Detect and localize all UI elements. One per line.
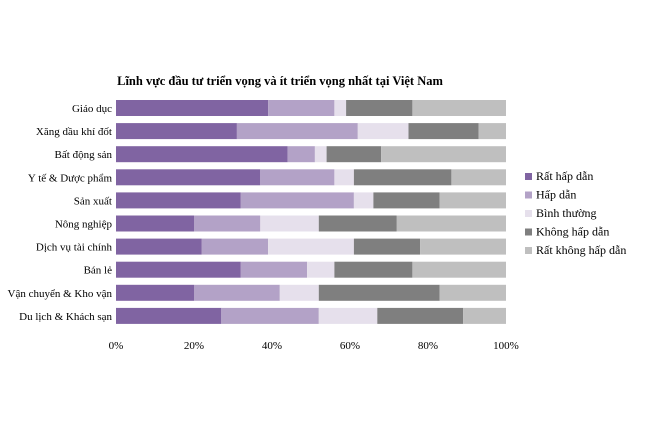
bar-segment xyxy=(346,100,413,116)
bar-segment xyxy=(279,284,319,301)
bar-segment xyxy=(116,146,288,163)
bar-segment xyxy=(334,261,413,278)
x-tick-label: 40% xyxy=(262,340,282,352)
category-label: Y tế & Dược phẩm xyxy=(28,172,113,184)
bar-segment xyxy=(287,146,315,163)
bar-segment xyxy=(194,284,280,301)
bar-segment xyxy=(353,192,374,209)
category-label: Sản xuất xyxy=(74,195,112,207)
legend-label: Bình thường xyxy=(536,206,597,220)
bar-segment xyxy=(116,215,194,232)
bar-segment xyxy=(116,123,237,140)
x-tick-label: 20% xyxy=(184,340,204,352)
legend-swatch xyxy=(525,210,532,217)
bar-segment xyxy=(408,123,479,140)
bar-segment xyxy=(116,100,269,116)
category-label: Vận chuyển & Kho vận xyxy=(8,288,113,300)
bar-segment xyxy=(463,307,506,324)
bar-segment xyxy=(116,284,194,301)
bar-segment xyxy=(357,123,409,140)
bar-segment xyxy=(314,146,327,163)
bar-segment xyxy=(439,284,506,301)
bar-segment xyxy=(201,238,269,255)
bar-segment xyxy=(116,238,202,255)
category-label: Du lịch & Khách sạn xyxy=(19,311,112,323)
legend-swatch xyxy=(525,191,532,199)
bar-segment xyxy=(116,169,261,186)
category-label: Giáo dục xyxy=(72,103,112,115)
legend-swatch xyxy=(525,228,532,236)
legend-swatch xyxy=(525,247,532,254)
category-label: Dịch vụ tài chính xyxy=(36,242,113,254)
legend-swatch xyxy=(525,173,532,180)
category-label: Nông nghiệp xyxy=(55,219,113,231)
bar-segment xyxy=(307,261,335,278)
bar-segment xyxy=(377,307,464,324)
category-label: Bất động sản xyxy=(55,149,113,161)
bar-segment xyxy=(194,215,261,232)
bar-segment xyxy=(412,100,506,116)
chart-title: Lĩnh vực đầu tư triển vọng và ít triển v… xyxy=(117,74,443,88)
bar-segment xyxy=(451,169,506,186)
bar-segment xyxy=(260,215,319,232)
bar-segment xyxy=(240,192,354,209)
bar-segment xyxy=(334,169,354,186)
bar-segment xyxy=(318,215,397,232)
legend-label: Hấp dẫn xyxy=(536,188,576,202)
category-label: Bán lẻ xyxy=(84,265,113,277)
bar-segment xyxy=(116,307,222,324)
legend-label: Rất không hấp dẫn xyxy=(536,243,626,257)
bar-segment xyxy=(318,307,378,324)
x-tick-label: 60% xyxy=(340,340,360,352)
x-tick-label: 0% xyxy=(109,340,124,352)
bar-segment xyxy=(478,123,506,140)
x-tick-label: 100% xyxy=(493,340,519,352)
bar-segment xyxy=(116,192,241,209)
bar-segment xyxy=(412,261,506,278)
bar-segment xyxy=(260,169,335,186)
bar-segment xyxy=(381,146,506,163)
bar-segment xyxy=(353,169,452,186)
bar-segment xyxy=(221,307,319,324)
bar-segment xyxy=(334,100,347,116)
bar-segment xyxy=(439,192,506,209)
bar-segment xyxy=(326,146,382,163)
bar-segment xyxy=(236,123,358,140)
bar-segment xyxy=(318,284,440,301)
legend-label: Không hấp dẫn xyxy=(536,225,609,239)
plot-area: Giáo dục Xăng dầu khí đốt Bất động sản Y tế… xyxy=(8,100,519,352)
category-label: Xăng dầu khí đốt xyxy=(36,126,112,138)
bar-segment xyxy=(420,238,506,255)
legend-label: Rất hấp dẫn xyxy=(536,169,593,183)
bar-segment xyxy=(268,238,354,255)
bar-segment xyxy=(240,261,308,278)
legend: Rất hấp dẫn Hấp dẫn Bình thường Không hấp d… xyxy=(525,169,626,257)
bar-segment xyxy=(353,238,421,255)
bar-segment xyxy=(268,100,335,116)
x-tick-label: 80% xyxy=(418,340,438,352)
bar-segment xyxy=(373,192,440,209)
bar-segment xyxy=(396,215,506,232)
bar-segment xyxy=(116,261,241,278)
